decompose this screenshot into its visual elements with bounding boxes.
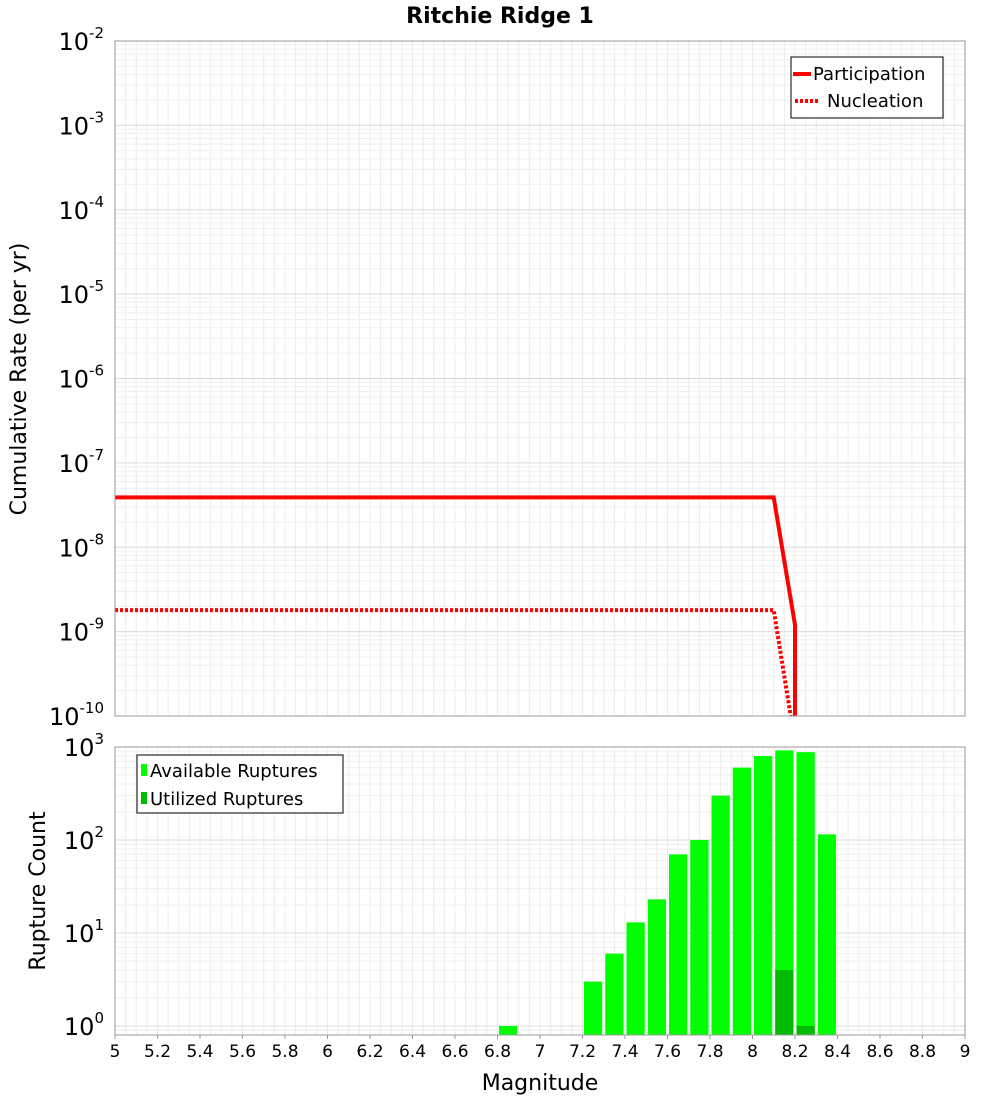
- bottom-y-axis-label: Rupture Count: [26, 811, 51, 971]
- x-axis-label: Magnitude: [482, 1071, 599, 1096]
- x-tick-label: 6: [322, 1042, 333, 1062]
- bottom-legend: Available Ruptures Utilized Ruptures: [136, 754, 344, 814]
- bar-available: [817, 834, 836, 1035]
- series-line-participation: [115, 495, 797, 716]
- x-tick-label: 7.4: [611, 1042, 638, 1062]
- legend-label-utilized: Utilized Ruptures: [150, 789, 303, 810]
- x-tick-label: 8: [747, 1042, 758, 1062]
- bar-available: [711, 795, 730, 1035]
- top-y-tick-label: 10-4: [58, 193, 104, 225]
- top-series: [115, 495, 797, 717]
- bar-available: [775, 750, 794, 1035]
- bar-available: [732, 767, 751, 1035]
- x-tick-label: 8.4: [824, 1042, 851, 1062]
- top-y-tick-label: 10-8: [58, 530, 104, 562]
- x-tick-label: 8.8: [909, 1042, 936, 1062]
- legend-label-nucleation: Nucleation: [827, 91, 923, 112]
- top-plot: 10-2 10-3 10-4 10-5 10-6 10-7 10-8 10-9 10-10 Cu…: [7, 24, 966, 731]
- x-tick-label: 6.8: [484, 1042, 511, 1062]
- top-y-tick-label: 10-7: [58, 446, 104, 478]
- top-plot-border: [114, 40, 966, 717]
- bottom-y-tick-label: 101: [64, 916, 104, 948]
- bottom-y-ticks: 103 102 101 100: [64, 730, 104, 1041]
- x-tick-label: 5: [110, 1042, 121, 1062]
- x-tick-label: 6.4: [399, 1042, 426, 1062]
- x-tick-label: 7: [535, 1042, 546, 1062]
- top-y-tick-label: 10-9: [58, 615, 104, 647]
- x-tick-label: 7.2: [569, 1042, 596, 1062]
- top-y-tick-label: 10-3: [58, 108, 104, 140]
- bottom-legend-box: [136, 754, 344, 814]
- bar-utilized: [775, 969, 794, 1035]
- x-tick-label: 5.4: [186, 1042, 213, 1062]
- bar-available: [626, 922, 645, 1035]
- bar-utilized: [796, 1025, 815, 1035]
- legend-swatch-available: [141, 764, 147, 776]
- x-tick-label: 6.2: [356, 1042, 383, 1062]
- bar-available: [754, 756, 773, 1035]
- bottom-y-tick-label: 102: [64, 823, 104, 855]
- x-tick-label: 5.6: [229, 1042, 256, 1062]
- bottom-y-tick-label: 100: [64, 1009, 104, 1041]
- bottom-bars: [499, 750, 836, 1035]
- bar-available: [584, 981, 603, 1035]
- top-legend: Participation Nucleation: [790, 56, 944, 119]
- x-tick-label: 5.8: [271, 1042, 298, 1062]
- legend-swatch-utilized: [141, 792, 147, 804]
- x-tick-label: 7.8: [696, 1042, 723, 1062]
- x-tick-label: 6.6: [441, 1042, 468, 1062]
- bar-available: [499, 1025, 518, 1035]
- bottom-y-tick-label: 103: [64, 730, 104, 762]
- top-y-tick-label: 10-6: [58, 362, 104, 394]
- bar-available: [605, 953, 624, 1035]
- top-y-axis-label: Cumulative Rate (per yr): [7, 243, 32, 516]
- bottom-x-ticks: 5 5.2 5.4 5.6 5.8 6 6.2 6.4 6.6 6.8 7 7.2 7.4 7.6 7.8 8…: [110, 1035, 971, 1062]
- bar-available: [796, 752, 815, 1035]
- top-y-tick-label: 10-10: [49, 699, 104, 731]
- bar-available: [669, 854, 688, 1035]
- top-y-tick-label: 10-5: [58, 277, 104, 309]
- top-y-tick-label: 10-2: [58, 24, 104, 56]
- x-tick-label: 5.2: [144, 1042, 171, 1062]
- top-y-ticks: 10-2 10-3 10-4 10-5 10-6 10-7 10-8 10-9 10-10: [49, 24, 104, 731]
- x-tick-label: 8.6: [866, 1042, 893, 1062]
- x-tick-label: 9: [960, 1042, 971, 1062]
- bottom-plot: 103 102 101 100 5 5.2 5.4 5.6 5.8 6 6.2 6.4 6.6 6.8 7…: [26, 730, 970, 1096]
- x-tick-label: 7.6: [654, 1042, 681, 1062]
- series-line-nucleation: [115, 608, 793, 717]
- top-legend-box: [790, 56, 944, 119]
- legend-label-available: Available Ruptures: [150, 761, 318, 782]
- bar-available: [690, 839, 709, 1035]
- bar-available: [647, 899, 666, 1035]
- top-grid: [114, 41, 966, 717]
- legend-label-participation: Participation: [813, 64, 925, 85]
- chart-title: Ritchie Ridge 1: [406, 4, 594, 29]
- x-tick-label: 8.2: [781, 1042, 808, 1062]
